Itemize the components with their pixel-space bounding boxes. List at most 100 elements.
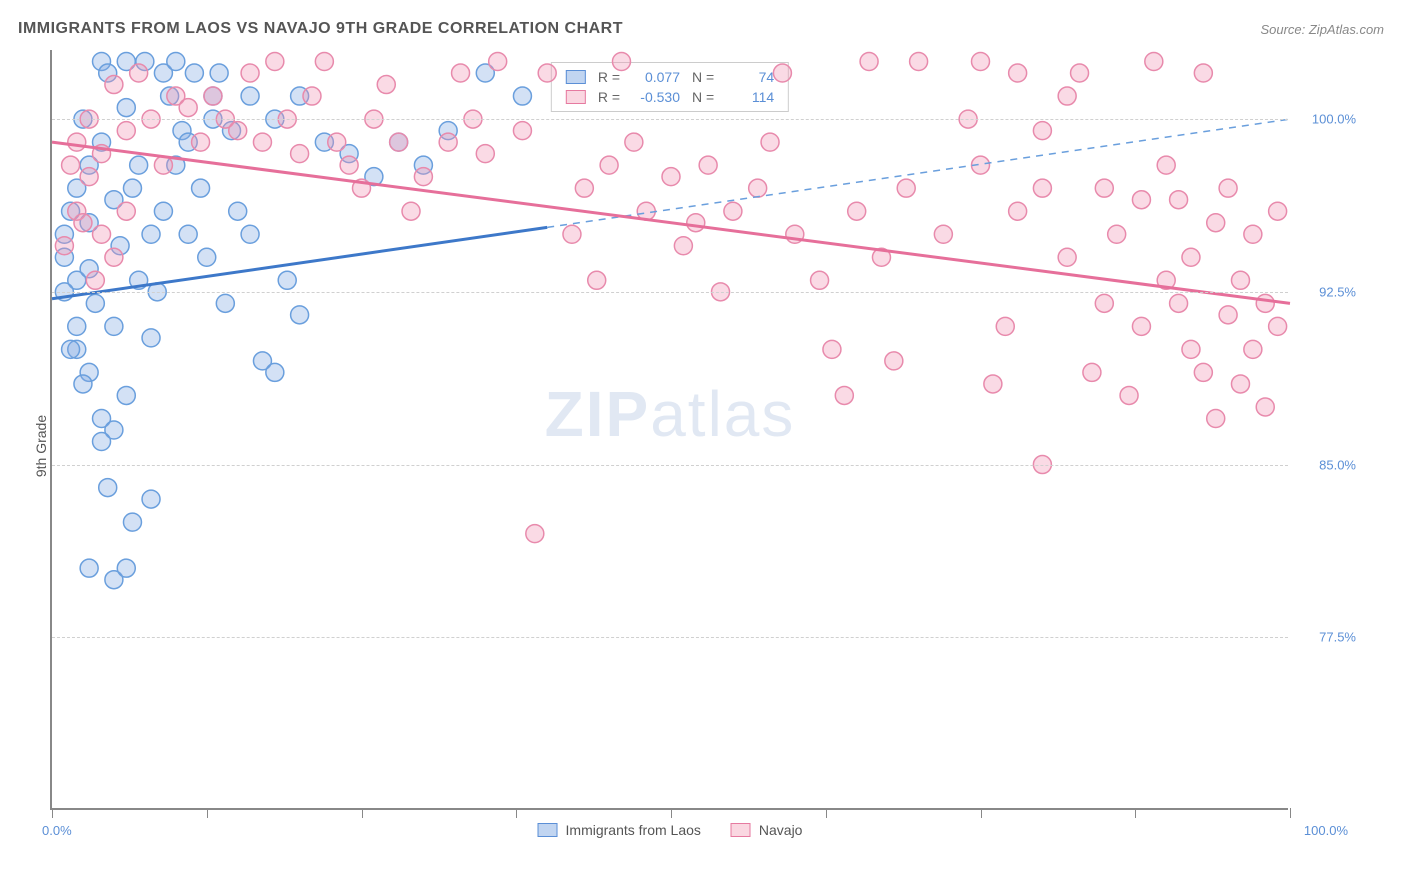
data-point	[526, 525, 544, 543]
data-point	[439, 133, 457, 151]
data-point	[452, 64, 470, 82]
data-point	[1207, 409, 1225, 427]
data-point	[74, 214, 92, 232]
data-point	[1194, 363, 1212, 381]
data-point	[315, 53, 333, 71]
y-tick-label: 85.0%	[1319, 457, 1356, 472]
x-tick	[207, 808, 208, 818]
data-point	[1058, 87, 1076, 105]
data-point	[291, 306, 309, 324]
data-point	[1033, 179, 1051, 197]
x-tick	[826, 808, 827, 818]
data-point	[123, 513, 141, 531]
data-point	[811, 271, 829, 289]
data-point	[123, 179, 141, 197]
data-point	[241, 87, 259, 105]
data-point	[185, 64, 203, 82]
data-point	[179, 99, 197, 117]
data-point	[340, 156, 358, 174]
data-point	[749, 179, 767, 197]
data-point	[625, 133, 643, 151]
data-point	[1207, 214, 1225, 232]
data-point	[179, 225, 197, 243]
data-point	[1009, 64, 1027, 82]
trendline	[52, 227, 547, 298]
data-point	[192, 133, 210, 151]
data-point	[1058, 248, 1076, 266]
data-point	[105, 248, 123, 266]
data-point	[62, 156, 80, 174]
data-point	[414, 168, 432, 186]
data-point	[489, 53, 507, 71]
data-point	[229, 202, 247, 220]
data-point	[278, 271, 296, 289]
data-point	[241, 64, 259, 82]
data-point	[74, 375, 92, 393]
data-point	[80, 168, 98, 186]
data-point	[117, 122, 135, 140]
data-point	[1256, 294, 1274, 312]
x-tick	[1135, 808, 1136, 818]
data-point	[910, 53, 928, 71]
data-point	[142, 490, 160, 508]
data-point	[1033, 122, 1051, 140]
data-point	[377, 76, 395, 94]
data-point	[68, 317, 86, 335]
data-point	[216, 294, 234, 312]
data-point	[848, 202, 866, 220]
data-point	[687, 214, 705, 232]
data-point	[1269, 317, 1287, 335]
data-point	[1244, 225, 1262, 243]
data-point	[1269, 202, 1287, 220]
data-point	[229, 122, 247, 140]
data-point	[761, 133, 779, 151]
data-point	[773, 64, 791, 82]
data-point	[724, 202, 742, 220]
data-point	[1231, 271, 1249, 289]
data-point	[105, 317, 123, 335]
data-point	[1194, 64, 1212, 82]
data-point	[563, 225, 581, 243]
data-point	[1170, 294, 1188, 312]
data-point	[253, 133, 271, 151]
data-point	[1182, 248, 1200, 266]
data-point	[402, 202, 420, 220]
bottom-legend-label: Navajo	[759, 822, 803, 838]
data-point	[303, 87, 321, 105]
chart-title: IMMIGRANTS FROM LAOS VS NAVAJO 9TH GRADE…	[18, 20, 623, 38]
x-tick	[981, 808, 982, 818]
data-point	[241, 225, 259, 243]
x-label-min: 0.0%	[42, 823, 72, 838]
data-point	[68, 133, 86, 151]
y-tick-label: 100.0%	[1312, 112, 1356, 127]
data-point	[142, 329, 160, 347]
bottom-legend-item-laos: Immigrants from Laos	[538, 822, 701, 838]
data-point	[167, 53, 185, 71]
y-axis-title: 9th Grade	[33, 415, 49, 477]
data-point	[93, 225, 111, 243]
data-point	[390, 133, 408, 151]
data-point	[117, 99, 135, 117]
data-point	[984, 375, 1002, 393]
y-tick-label: 77.5%	[1319, 630, 1356, 645]
data-point	[130, 64, 148, 82]
data-point	[142, 225, 160, 243]
data-point	[476, 145, 494, 163]
data-point	[1132, 191, 1150, 209]
x-tick	[1290, 808, 1291, 818]
x-tick	[52, 808, 53, 818]
data-point	[1219, 179, 1237, 197]
x-tick	[516, 808, 517, 818]
data-point	[1157, 156, 1175, 174]
data-point	[934, 225, 952, 243]
data-point	[1170, 191, 1188, 209]
data-point	[204, 87, 222, 105]
data-point	[513, 87, 531, 105]
data-point	[1095, 179, 1113, 197]
data-point	[210, 64, 228, 82]
data-point	[86, 294, 104, 312]
x-label-max: 100.0%	[1304, 823, 1348, 838]
data-point	[1145, 53, 1163, 71]
data-point	[1219, 306, 1237, 324]
data-point	[835, 386, 853, 404]
